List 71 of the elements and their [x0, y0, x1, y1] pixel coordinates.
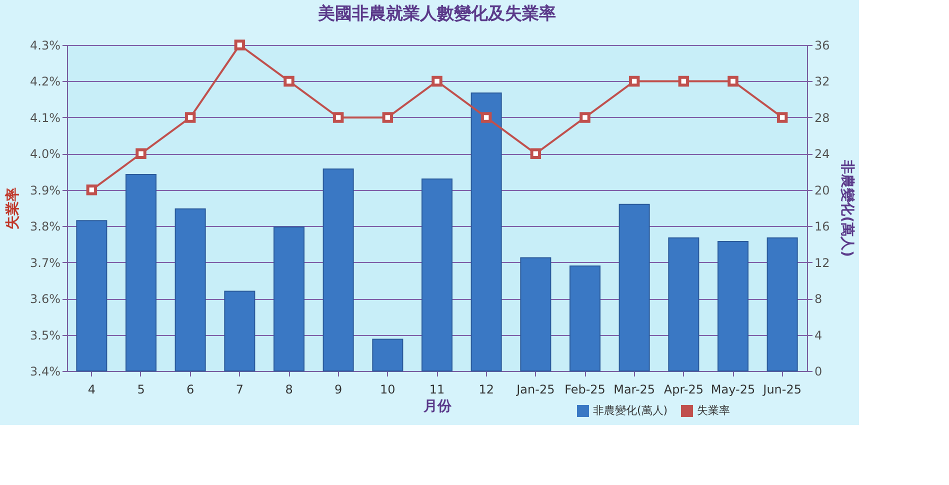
bar: [372, 338, 404, 372]
y-tick-label: 3.7%: [30, 256, 60, 270]
y2-tick-label: 4: [814, 328, 822, 342]
x-tick-label: Mar-25: [614, 382, 656, 396]
y2-tick-label: 20: [814, 183, 830, 198]
point: [530, 148, 542, 160]
point: [728, 76, 738, 87]
y-tick-label: 4.2%: [30, 74, 60, 89]
bar: [618, 204, 650, 372]
y-tick-label: 3.4%: [30, 364, 60, 378]
point: [432, 76, 442, 87]
point: [628, 76, 640, 87]
bar: [470, 92, 502, 372]
y2-tick-label: 8: [814, 292, 822, 306]
bar: [76, 220, 108, 372]
x-tick-label: 11: [429, 382, 445, 396]
x-tick-label: 9: [334, 382, 342, 396]
y2-tick-label: 28: [814, 110, 830, 125]
x-tick-label: 12: [478, 382, 494, 396]
x-tick-label: 10: [380, 382, 396, 396]
y-tick-label: 4.3%: [30, 38, 60, 52]
bar: [668, 237, 700, 372]
point: [86, 184, 98, 196]
x-tick-label: 4: [88, 382, 96, 396]
bar: [126, 174, 156, 372]
bar: [718, 241, 748, 372]
x-tick-label: Jan-25: [516, 382, 555, 396]
bar: [570, 265, 600, 372]
y2-tick-label: 16: [814, 220, 830, 234]
y2-tick-label: 32: [814, 74, 830, 89]
point: [480, 112, 492, 123]
y-tick-label: 4.1%: [30, 110, 60, 125]
y-axis-title: 失業率: [4, 188, 22, 230]
point: [580, 112, 590, 123]
y2-tick-label: 24: [814, 147, 830, 162]
x-axis-title: 月份: [422, 398, 452, 414]
y2-tick-label: 0: [814, 364, 822, 378]
bar: [520, 257, 552, 372]
x-tick-label: 8: [285, 382, 293, 396]
bar: [322, 168, 354, 372]
bar: [422, 178, 452, 372]
x-tick-label: 6: [186, 382, 194, 396]
point: [136, 148, 146, 160]
y-tick-label: 3.8%: [30, 220, 60, 234]
y-tick-label: 3.9%: [30, 183, 60, 198]
y2-tick-label: 12: [814, 256, 830, 270]
point: [776, 112, 788, 123]
y-tick-label: 3.5%: [30, 328, 60, 342]
x-tick-label: Apr-25: [664, 382, 704, 396]
y2-tick-label: 36: [814, 38, 830, 52]
point: [382, 112, 394, 123]
point: [234, 40, 246, 50]
bar: [766, 237, 798, 372]
point: [184, 112, 196, 123]
point: [332, 112, 344, 123]
x-tick-label: 5: [137, 382, 145, 396]
point: [284, 76, 294, 87]
chart-title: 美國非農就業人數變化及失業率: [317, 4, 556, 24]
legend-label: 非農變化(萬人): [593, 404, 668, 417]
y-tick-label: 3.6%: [30, 292, 60, 306]
bar: [174, 208, 206, 372]
bar: [224, 290, 256, 372]
x-tick-label: Jun-25: [762, 382, 802, 396]
x-tick-label: May-25: [710, 382, 756, 396]
y-tick-label: 4.0%: [30, 147, 60, 162]
point: [678, 76, 690, 87]
x-tick-label: Feb-25: [564, 382, 606, 396]
bar: [274, 226, 304, 372]
y2-axis-title: 非農變化(萬人): [838, 159, 856, 257]
legend-label: 失業率: [697, 404, 730, 417]
x-tick-label: 7: [236, 382, 244, 396]
